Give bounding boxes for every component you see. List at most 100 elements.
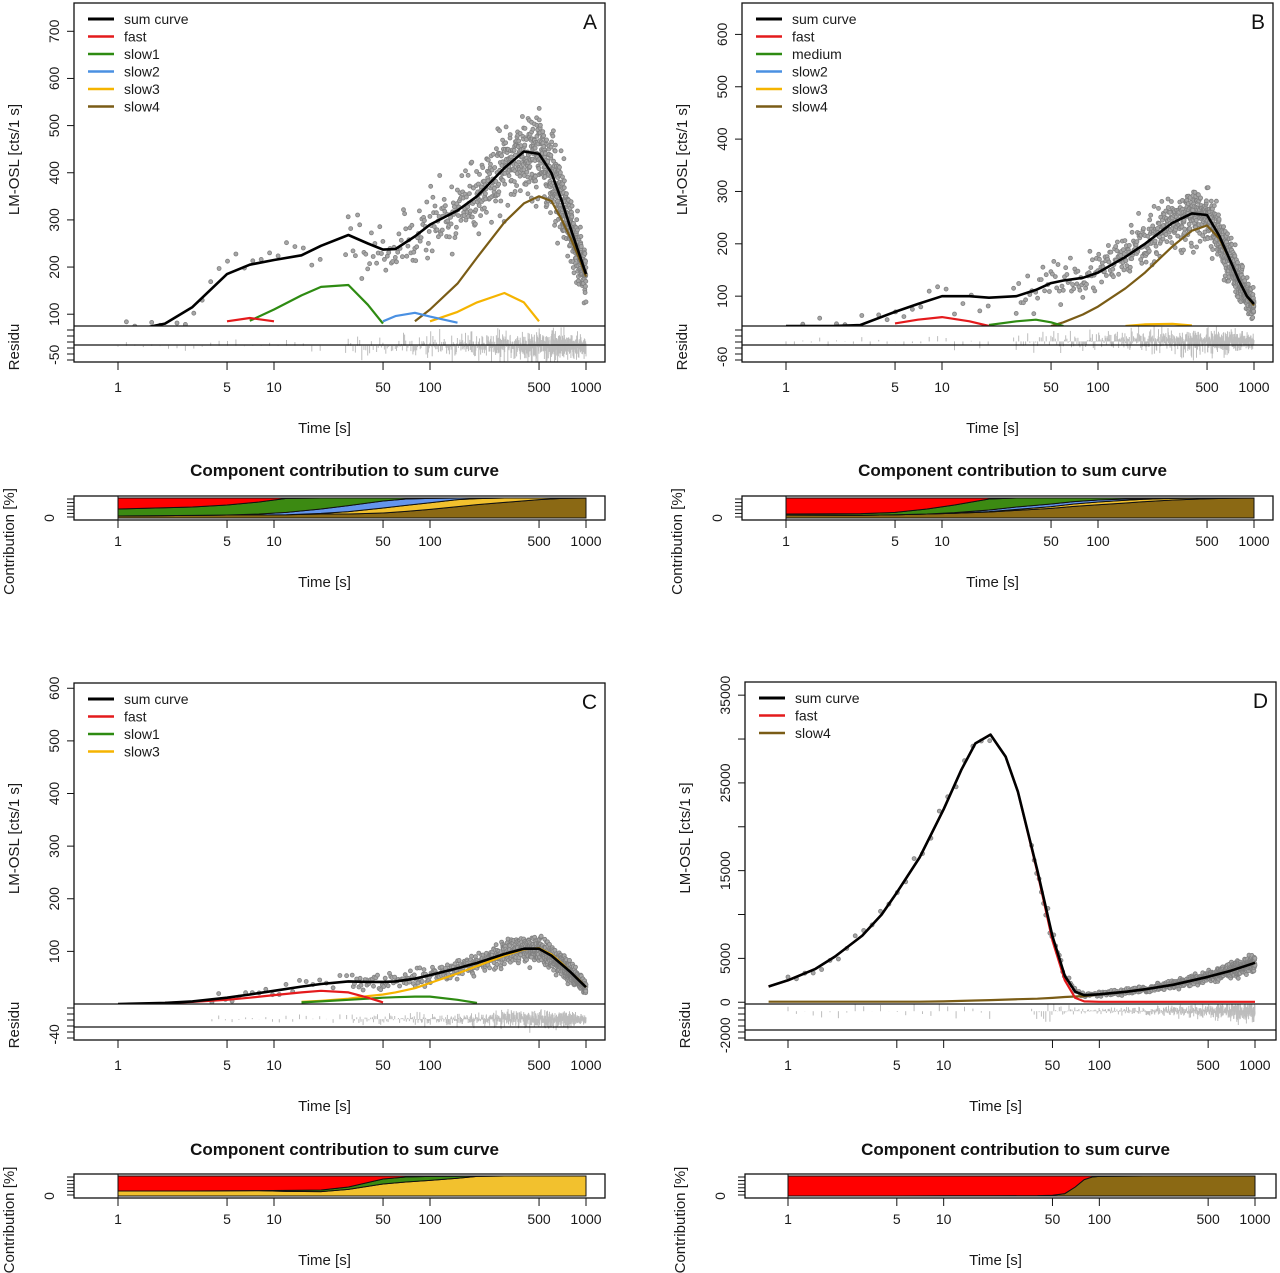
data-point	[409, 222, 415, 228]
data-point	[935, 284, 940, 290]
data-point	[503, 124, 509, 130]
data-point	[348, 226, 354, 232]
data-point	[463, 194, 469, 200]
data-point	[350, 248, 356, 254]
panel-a: 100 200 300 400 500 600 700 -50 1 5 10 50 100 500 1000…	[6, 2, 606, 437]
data-point	[1160, 236, 1166, 242]
contribution-frame	[741, 495, 1274, 521]
data-point	[445, 218, 451, 224]
contribution-x-tick-label: 1000	[1238, 533, 1269, 549]
data-point	[419, 979, 425, 984]
data-point	[493, 146, 499, 152]
y-tick-label: 600	[714, 23, 730, 47]
data-point	[1090, 257, 1095, 263]
data-point	[360, 987, 366, 993]
data-point	[1143, 259, 1149, 265]
data-point	[561, 156, 567, 162]
data-point	[1198, 195, 1203, 201]
data-point	[583, 278, 589, 284]
data-point	[1204, 198, 1209, 204]
data-point	[368, 230, 374, 236]
data-point	[554, 194, 559, 200]
data-point	[377, 224, 383, 230]
data-point	[1060, 287, 1066, 293]
data-point	[578, 224, 583, 230]
data-point	[1077, 287, 1083, 293]
data-point	[452, 961, 458, 967]
data-point	[446, 234, 452, 240]
data-point	[488, 161, 493, 167]
data-point	[433, 210, 439, 216]
data-point	[381, 256, 387, 262]
residual-trace	[117, 327, 587, 362]
contribution-x-tick-label: 1	[114, 533, 122, 549]
data-point	[1139, 260, 1145, 266]
data-point	[1134, 239, 1140, 245]
data-point	[561, 185, 567, 191]
data-point	[216, 991, 222, 996]
data-point	[532, 145, 538, 151]
data-point	[421, 967, 427, 972]
data-point	[417, 965, 423, 971]
data-point	[476, 203, 482, 209]
data-point	[317, 977, 323, 983]
data-point	[564, 191, 569, 197]
scatter-points	[800, 185, 1257, 326]
data-point	[428, 183, 434, 189]
data-point	[485, 178, 491, 184]
series-slow3	[429, 291, 540, 323]
x-tick-label: 10	[934, 379, 950, 395]
contribution-x-tick-label: 50	[1043, 533, 1059, 549]
y-tick-label: 300	[46, 208, 62, 232]
data-point	[297, 978, 302, 983]
data-point	[506, 173, 512, 179]
data-point	[411, 972, 417, 978]
data-point	[471, 973, 477, 979]
data-point	[512, 179, 517, 185]
data-point	[344, 973, 350, 979]
data-point	[552, 222, 557, 228]
data-point	[516, 138, 522, 144]
data-point	[578, 233, 584, 239]
data-point	[378, 251, 384, 256]
data-point	[859, 313, 865, 318]
data-point	[525, 191, 531, 197]
data-point	[363, 251, 369, 257]
data-point	[1122, 251, 1127, 257]
data-point	[413, 258, 419, 264]
data-point	[345, 214, 351, 220]
data-point	[1147, 217, 1153, 223]
data-point	[517, 131, 523, 136]
data-point	[1164, 239, 1170, 245]
data-point	[1193, 217, 1199, 223]
data-point	[522, 125, 528, 131]
data-point	[544, 202, 550, 208]
y-tick-label: 500	[46, 114, 62, 138]
x-axis-label: Time [s]	[298, 420, 351, 437]
data-point	[582, 251, 588, 257]
residual-tick-label: -50	[46, 344, 62, 364]
contribution-x-tick-label: 1	[782, 533, 790, 549]
data-point	[330, 985, 336, 991]
data-point	[404, 253, 410, 259]
data-point	[355, 212, 361, 218]
data-point	[1181, 247, 1186, 253]
data-point	[533, 184, 539, 190]
data-point	[183, 322, 188, 326]
data-point	[505, 202, 511, 208]
data-point	[910, 306, 915, 312]
data-point	[1092, 288, 1098, 294]
data-point	[1040, 264, 1046, 270]
data-point	[1127, 268, 1133, 274]
data-point	[482, 191, 488, 197]
data-point	[1068, 255, 1073, 261]
data-point	[538, 933, 544, 939]
data-point	[1245, 281, 1251, 287]
data-point	[1088, 265, 1094, 271]
data-point	[357, 222, 363, 228]
data-point	[167, 327, 171, 331]
series-slow4	[414, 195, 588, 323]
data-point	[475, 181, 481, 187]
